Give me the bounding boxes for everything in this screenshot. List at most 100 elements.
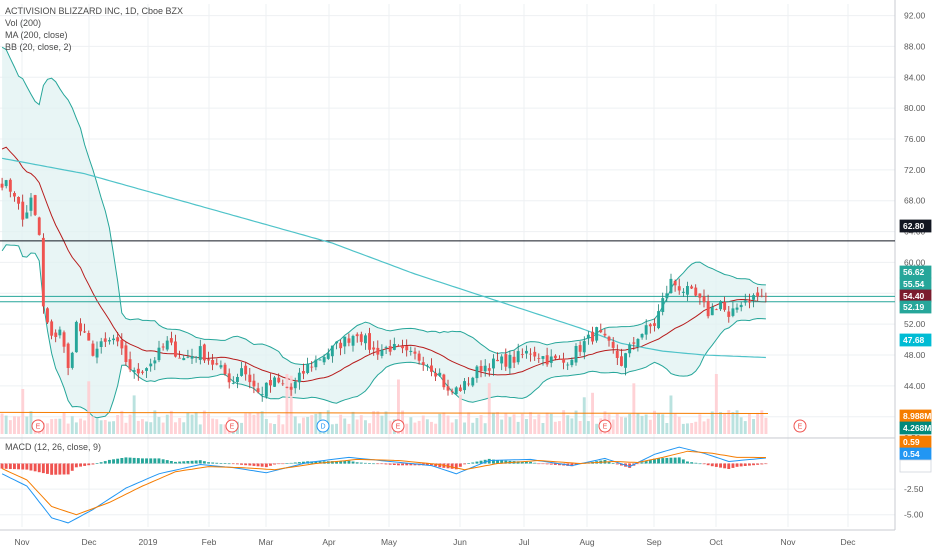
candle-body[interactable] [318, 359, 322, 361]
candle-body[interactable] [533, 351, 537, 357]
candle-body[interactable] [632, 342, 636, 344]
candle-body[interactable] [124, 345, 128, 362]
candle-body[interactable] [578, 345, 582, 352]
event-marker-circle[interactable] [316, 419, 330, 433]
candle-body[interactable] [636, 339, 640, 347]
candle-body[interactable] [33, 195, 37, 215]
candle-body[interactable] [95, 348, 99, 358]
candle-body[interactable] [392, 344, 396, 350]
candle-body[interactable] [686, 286, 689, 295]
candle-body[interactable] [541, 356, 545, 359]
event-marker-circle[interactable] [391, 419, 405, 433]
candle-body[interactable] [182, 358, 186, 361]
candle-body[interactable] [624, 353, 627, 368]
candle-body[interactable] [29, 197, 33, 211]
candle-body[interactable] [599, 330, 603, 333]
candle-body[interactable] [380, 349, 384, 356]
candle-body[interactable] [252, 380, 256, 387]
candle-body[interactable] [74, 321, 78, 353]
candle-body[interactable] [504, 354, 508, 367]
candle-body[interactable] [471, 377, 475, 386]
candle-body[interactable] [677, 286, 681, 291]
event-marker-icon[interactable]: E [225, 419, 239, 433]
candle-body[interactable] [355, 334, 359, 337]
event-marker-icon[interactable]: E [598, 419, 612, 433]
candle-body[interactable] [735, 307, 739, 310]
event-marker-label[interactable]: D [320, 424, 325, 431]
candle-body[interactable] [405, 346, 409, 351]
candle-body[interactable] [41, 237, 45, 307]
candle-body[interactable] [17, 197, 20, 204]
candle-body[interactable] [512, 356, 516, 363]
candle-body[interactable] [607, 336, 611, 341]
candle-body[interactable] [417, 353, 421, 361]
candle-body[interactable] [269, 380, 272, 386]
candle-body[interactable] [13, 193, 16, 197]
candle-body[interactable] [570, 359, 574, 366]
event-marker-circle[interactable] [793, 419, 807, 433]
candle-body[interactable] [475, 366, 479, 379]
candle-body[interactable] [591, 331, 594, 342]
candle-body[interactable] [359, 334, 363, 342]
candle-body[interactable] [640, 334, 644, 338]
candle-body[interactable] [211, 360, 215, 365]
candle-body[interactable] [91, 343, 95, 356]
candle-body[interactable] [743, 300, 747, 303]
candle-body[interactable] [227, 373, 231, 383]
candle-body[interactable] [335, 341, 338, 344]
candle-body[interactable] [314, 359, 318, 368]
candle-body[interactable] [376, 347, 380, 355]
candle-body[interactable] [657, 311, 660, 329]
candle-body[interactable] [256, 388, 260, 393]
candle-body[interactable] [112, 338, 115, 341]
candle-body[interactable] [756, 292, 760, 297]
event-marker-circle[interactable] [225, 419, 239, 433]
candle-body[interactable] [644, 325, 648, 335]
candle-body[interactable] [446, 386, 450, 391]
legend-ma[interactable]: MA (200, close) [5, 30, 68, 40]
candle-body[interactable] [566, 364, 570, 366]
event-marker-icon[interactable]: D [316, 419, 330, 433]
candle-body[interactable] [479, 366, 483, 372]
candle-body[interactable] [520, 354, 524, 355]
candle-body[interactable] [231, 383, 235, 384]
candle-body[interactable] [244, 365, 248, 375]
candle-body[interactable] [178, 357, 182, 359]
candle-body[interactable] [628, 344, 632, 354]
candle-body[interactable] [4, 180, 8, 187]
candle-body[interactable] [661, 298, 665, 312]
candle-body[interactable] [136, 368, 140, 374]
candle-body[interactable] [764, 296, 768, 297]
candle-body[interactable] [339, 342, 343, 349]
candle-body[interactable] [421, 362, 425, 365]
candle-body[interactable] [293, 381, 297, 389]
candle-body[interactable] [669, 278, 673, 293]
candle-body[interactable] [545, 355, 549, 365]
candle-body[interactable] [21, 201, 25, 220]
candle-body[interactable] [553, 355, 557, 359]
candle-body[interactable] [25, 212, 29, 219]
candle-body[interactable] [603, 333, 607, 336]
candle-body[interactable] [706, 301, 710, 317]
candle-body[interactable] [202, 344, 206, 361]
candle-body[interactable] [277, 377, 281, 383]
candle-body[interactable] [500, 356, 504, 364]
event-marker-icon[interactable]: E [391, 419, 405, 433]
candle-body[interactable] [66, 343, 70, 368]
event-marker-label[interactable]: E [230, 424, 235, 431]
candle-body[interactable] [458, 387, 462, 392]
candle-body[interactable] [8, 179, 12, 192]
candle-body[interactable] [690, 286, 694, 289]
candle-body[interactable] [186, 356, 190, 358]
candle-body[interactable] [425, 365, 429, 367]
event-marker-label[interactable]: E [396, 424, 401, 431]
candle-body[interactable] [586, 334, 590, 339]
candle-body[interactable] [215, 363, 219, 365]
candle-body[interactable] [169, 338, 173, 343]
candle-body[interactable] [116, 337, 120, 342]
candle-body[interactable] [153, 360, 157, 364]
legend-volume[interactable]: Vol (200) [5, 18, 41, 28]
candle-body[interactable] [413, 351, 417, 354]
candle-body[interactable] [430, 365, 433, 372]
candle-body[interactable] [748, 301, 751, 303]
